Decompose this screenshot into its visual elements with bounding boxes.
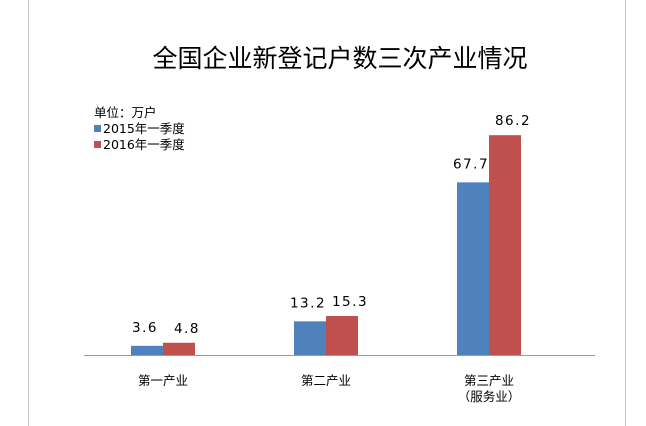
category-label: 第三产业 (464, 373, 514, 388)
data-label: 13.2 (290, 295, 326, 311)
category-label: （服务业） (458, 389, 521, 404)
data-label: 4.8 (174, 321, 200, 337)
bar (457, 182, 489, 355)
legend-swatch (94, 125, 101, 132)
bar (294, 321, 326, 355)
unit-label: 单位：万户 (94, 105, 157, 120)
bar (326, 315, 358, 355)
legend-swatch (94, 141, 101, 148)
category-label: 第一产业 (138, 373, 188, 388)
data-label: 86.2 (495, 113, 531, 129)
category-label: 第二产业 (301, 373, 351, 388)
legend-label: 2016年一季度 (103, 137, 185, 152)
bar (163, 342, 195, 355)
legend-label: 2015年一季度 (103, 121, 185, 136)
bar (489, 135, 521, 355)
bar (131, 345, 163, 355)
chart-title: 全国企业新登记户数三次产业情况 (152, 44, 527, 73)
data-label: 15.3 (332, 294, 368, 310)
data-label: 3.6 (132, 320, 158, 336)
data-label: 67.7 (453, 156, 489, 172)
plot-area: 3.6 4.8 第一产业 13.2 15.3 第二产业 67.7 86.2 第三产业（服务业） (131, 113, 531, 404)
